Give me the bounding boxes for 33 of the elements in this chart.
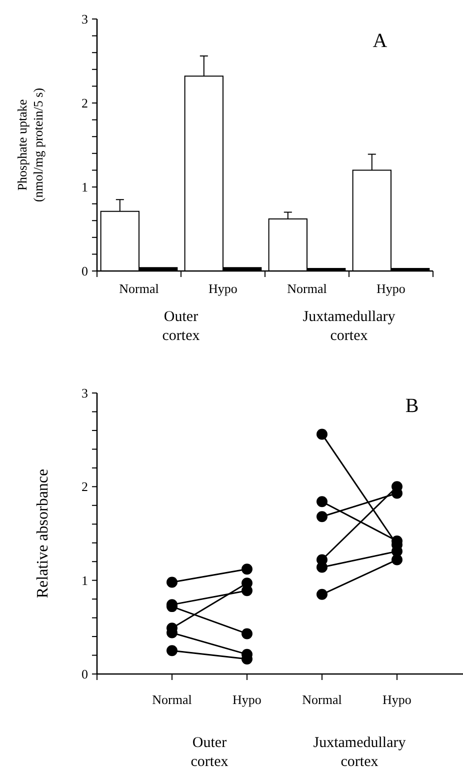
x-tick-label: Hypo — [232, 692, 262, 707]
y-tick-label: 3 — [82, 12, 88, 27]
y-tick-label: 3 — [82, 386, 88, 401]
x-tick-label: Normal — [119, 281, 160, 296]
y-axis-title: Phosphate uptake (nmol/mg protein/5 s) — [14, 88, 46, 202]
x-tick-label: Normal — [302, 692, 342, 707]
point — [166, 576, 178, 588]
x-tick-label: Hypo — [382, 692, 412, 707]
x-tick-label: Normal — [152, 692, 192, 707]
x-tick-label: Hypo — [208, 281, 238, 296]
text: Juxtamedullary cortex — [313, 735, 406, 770]
x-tick-label: Hypo — [376, 281, 406, 296]
text: Outer cortex — [190, 735, 229, 770]
text: Outer cortex — [162, 309, 200, 344]
text: Juxtamedullary cortex — [302, 309, 396, 344]
y-axis-title: Relative absorbance — [34, 468, 52, 598]
y-tick-label: 2 — [82, 96, 88, 111]
point — [166, 645, 178, 656]
y-tick-label: 1 — [82, 572, 88, 588]
point — [316, 588, 328, 600]
x-tick-label: Normal — [287, 281, 328, 296]
chart-title: B — [405, 395, 419, 417]
y-tick-label: 1 — [82, 180, 88, 195]
point — [316, 496, 328, 508]
y-tick-label: 2 — [82, 479, 88, 494]
point — [316, 511, 328, 522]
point — [242, 564, 252, 575]
y-tick-label: 0 — [82, 666, 88, 682]
y-tick-label: 0 — [82, 264, 88, 279]
point — [316, 428, 328, 440]
point — [242, 628, 252, 640]
text: A — [372, 30, 388, 52]
point — [392, 554, 402, 566]
